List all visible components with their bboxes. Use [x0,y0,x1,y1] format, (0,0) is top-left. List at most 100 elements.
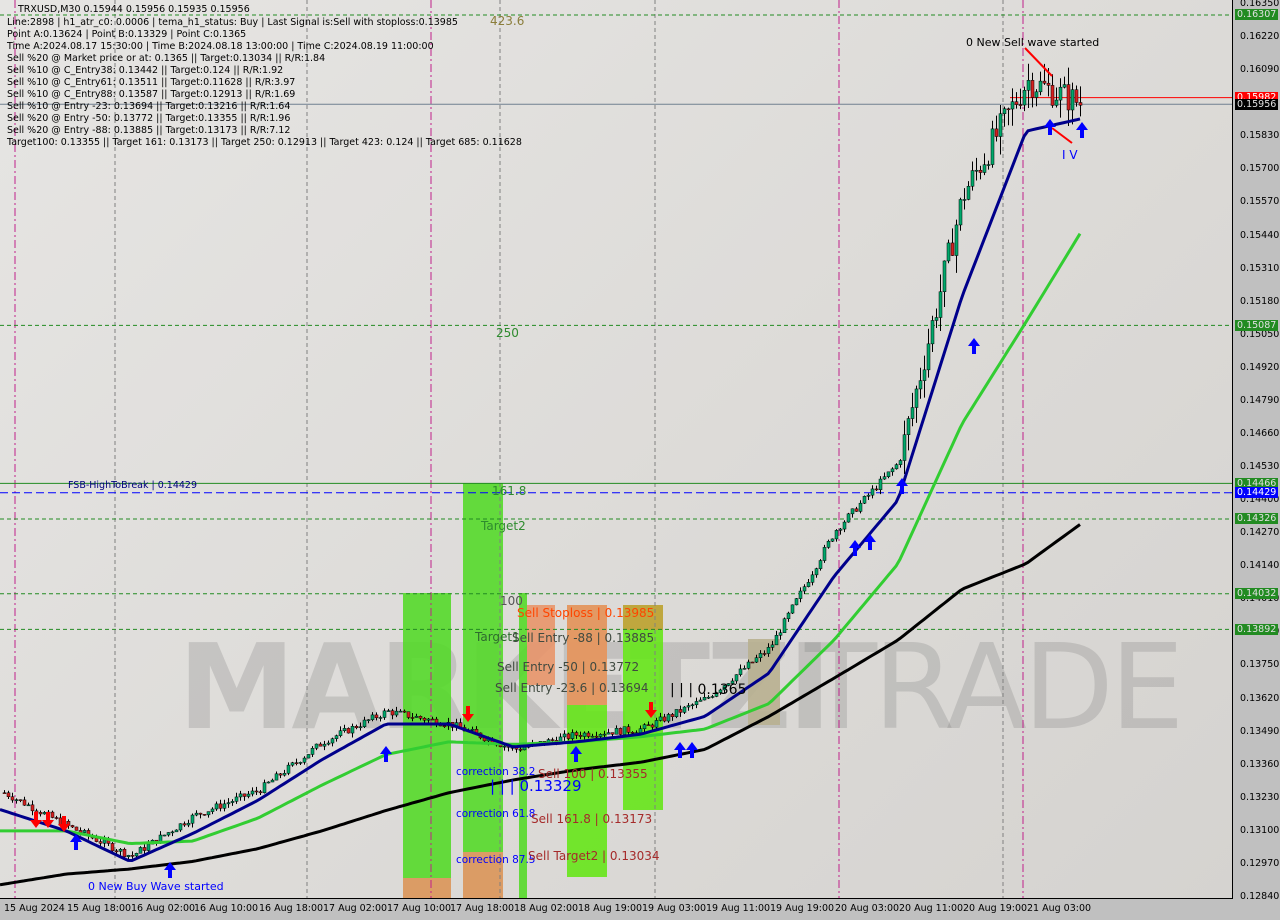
symbol-title: TRXUSD,M30 0.15944 0.15956 0.15935 0.159… [18,4,250,15]
candle-body [922,369,927,381]
candle-body [290,762,295,766]
price-level-badge: 0.13892 [1235,623,1278,635]
candle-body [1062,84,1067,88]
candle-body [282,773,287,776]
candle-body [74,826,79,831]
info-line: Sell %10 @ Entry -23: 0.13694 || Target:… [7,101,291,112]
sell-arrow-icon [462,706,474,722]
fib-250-label: 250 [496,326,519,340]
candle-body [654,720,659,728]
candle-body [874,488,879,491]
time-tick-label: 18 Aug 19:00 [578,903,643,914]
info-line: Sell %20 @ Market price or at: 0.1365 ||… [7,53,326,64]
candle-body [674,709,679,717]
candle-body [342,728,347,731]
candle-body [194,812,199,816]
candle-body [1010,101,1015,110]
candle-body [278,773,283,776]
candle-body [202,814,207,816]
candle-body [358,726,363,729]
price-level-badge: 0.14032 [1235,588,1278,600]
candle-body [122,848,127,857]
candle-body [830,538,835,542]
candle-body [1058,86,1063,101]
candle-body [730,680,735,684]
candle-body [742,668,747,670]
candle-body [902,434,907,461]
candle-body [126,855,131,857]
candle-body [978,169,983,173]
new-sell-wave-label: 0 New Sell wave started [966,36,1100,49]
candle-body [726,683,731,686]
candle-body [918,380,923,390]
candle-body [606,732,611,735]
candle-body [698,699,703,702]
watermark-text-1: MARKETZI [178,618,832,756]
target1-label: Target1 [475,630,520,644]
candle-body [618,728,623,735]
price-level-badge: 0.14429 [1235,487,1278,499]
candle-body [866,494,871,497]
candle-body [930,320,935,345]
candle-body [806,582,811,587]
sell-entry-50-label: Sell Entry -50 | 0.13772 [497,660,640,674]
time-tick-label: 17 Aug 10:00 [387,903,452,914]
candle-body [998,113,1003,137]
candle-body [110,843,115,852]
candle-body [294,762,299,764]
candle-body [522,747,527,751]
candle-body [378,717,383,719]
chart-plot-area[interactable]: MARKETZI TRADE TRXUSD,M30 0.15944 0.1595… [0,0,1233,899]
candle-body [838,528,843,531]
candle-body [798,590,803,599]
candle-body [1002,108,1007,114]
candle-body [714,692,719,697]
candle-body [910,407,915,419]
candle-body [322,743,327,747]
candle-body [678,709,683,713]
candle-body [234,796,239,802]
candle-body [566,733,571,739]
candle-body [398,710,403,713]
candle-body [746,661,751,669]
signal-zone [527,605,555,685]
candle-body [794,598,799,606]
candle-body [246,793,251,797]
price-tick-label: 0.12840 [1240,891,1280,902]
candle-body [226,802,231,805]
candle-body [938,291,943,318]
buy-arrow-icon [1044,119,1056,135]
candle-body [1022,90,1027,106]
sell-stoploss-label: Sell Stoploss | 0.13985 [517,606,655,620]
candle-body [306,754,311,759]
candle-body [770,644,775,648]
candle-body [170,831,175,834]
candle-body [1006,108,1011,111]
candle-body [250,790,255,795]
fsb-high-to-break-label: FSB-HighToBreak | 0.14429 [68,480,198,491]
candle-body [230,801,235,803]
candle-body [162,834,167,837]
candle-body [174,829,179,833]
price-level-badge: 0.16307 [1235,9,1278,21]
candle-body [386,710,391,712]
candle-body [1070,89,1075,111]
candle-body [754,657,759,663]
candle-body [682,706,687,713]
price-tick-label: 0.13490 [1240,725,1280,737]
price-tick-label: 0.15440 [1240,229,1280,241]
candle-body [826,540,831,548]
watermark-text-2: TRADE [805,618,1184,756]
candle-body [966,185,971,200]
candle-body [586,732,591,737]
candle-body [954,224,959,256]
candle-body [418,716,423,719]
sell-arrow-icon [30,812,42,828]
candle-body [102,839,107,844]
candle-body [658,716,663,721]
candle-body [98,841,103,844]
price-tick-label: 0.14140 [1240,560,1280,572]
signal-zone [623,605,663,810]
new-buy-wave-label: 0 New Buy Wave started [88,880,224,893]
candle-body [1034,91,1039,98]
